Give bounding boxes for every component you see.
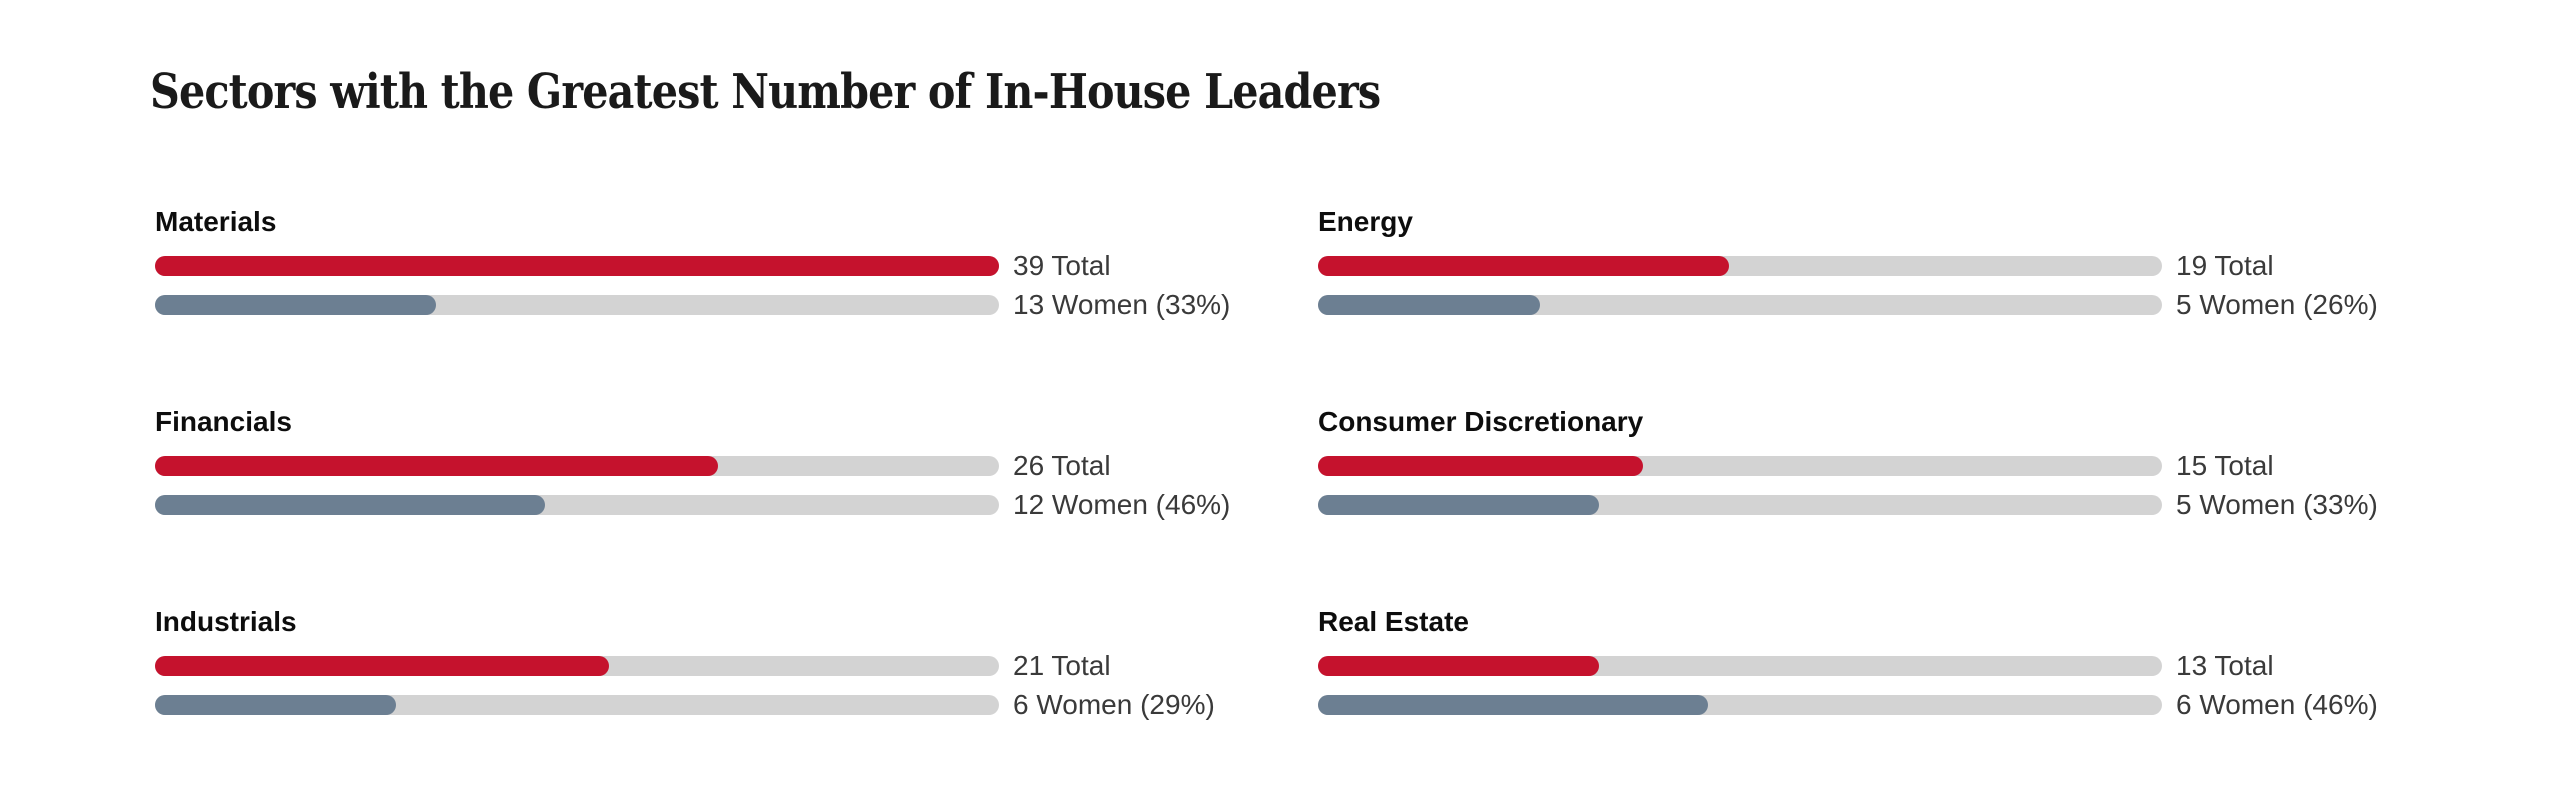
sector-name: Real Estate xyxy=(1318,606,1469,637)
total-bar-track xyxy=(155,656,999,676)
total-value-label: 19 Total xyxy=(2176,250,2274,281)
total-value-label: 26 Total xyxy=(1013,450,1111,481)
sector-name: Financials xyxy=(155,406,292,437)
sector-real-estate: Real Estate 13 Total 6 Women (46%) xyxy=(1318,605,2481,800)
women-bar-row: 5 Women (33%) xyxy=(1318,491,2481,519)
women-value-label: 5 Women (26%) xyxy=(2176,289,2378,320)
sector-financials: Financials 26 Total 12 Women (46%) xyxy=(155,405,1318,605)
women-bar-row: 12 Women (46%) xyxy=(155,491,1318,519)
women-bar-fill xyxy=(155,695,397,715)
women-bar-track xyxy=(1318,295,2162,315)
sector-name: Materials xyxy=(155,206,277,237)
total-value-label: 15 Total xyxy=(2176,450,2274,481)
total-bar-fill xyxy=(155,456,718,476)
women-bar-row: 13 Women (33%) xyxy=(155,291,1318,319)
total-bar-track xyxy=(155,256,999,276)
women-bar-row: 6 Women (29%) xyxy=(155,691,1318,719)
women-value-label: 5 Women (33%) xyxy=(2176,489,2378,520)
total-bar-track xyxy=(1318,456,2162,476)
women-bar-track xyxy=(155,495,999,515)
women-bar-fill xyxy=(155,295,437,315)
women-bar-row: 6 Women (46%) xyxy=(1318,691,2481,719)
women-bar-track xyxy=(155,295,999,315)
total-bar-track xyxy=(1318,256,2162,276)
chart-title: Sectors with the Greatest Number of In-H… xyxy=(150,64,1381,120)
women-bar-track xyxy=(1318,695,2162,715)
women-bar-fill xyxy=(1318,295,1541,315)
total-bar-row: 19 Total xyxy=(1318,252,2481,280)
women-value-label: 13 Women (33%) xyxy=(1013,289,1231,320)
total-bar-fill xyxy=(155,656,610,676)
total-bar-fill xyxy=(1318,656,1600,676)
sector-consumer-discretionary: Consumer Discretionary 15 Total 5 Women … xyxy=(1318,405,2481,605)
women-bar-fill xyxy=(1318,695,1708,715)
total-bar-fill xyxy=(155,256,999,276)
sector-industrials: Industrials 21 Total 6 Women (29%) xyxy=(155,605,1318,800)
total-bar-fill xyxy=(1318,256,1730,276)
women-value-label: 12 Women (46%) xyxy=(1013,489,1231,520)
sector-name: Energy xyxy=(1318,206,1413,237)
sector-name: Industrials xyxy=(155,606,297,637)
total-bar-row: 13 Total xyxy=(1318,652,2481,680)
women-bar-track xyxy=(155,695,999,715)
total-bar-fill xyxy=(1318,456,1643,476)
women-bar-fill xyxy=(1318,495,1600,515)
total-value-label: 21 Total xyxy=(1013,650,1111,681)
total-bar-track xyxy=(1318,656,2162,676)
total-value-label: 39 Total xyxy=(1013,250,1111,281)
total-bar-row: 39 Total xyxy=(155,252,1318,280)
sector-materials: Materials 39 Total 13 Women (33%) xyxy=(155,205,1318,405)
total-value-label: 13 Total xyxy=(2176,650,2274,681)
sector-energy: Energy 19 Total 5 Women (26%) xyxy=(1318,205,2481,405)
sector-name: Consumer Discretionary xyxy=(1318,406,1644,437)
women-bar-fill xyxy=(155,495,545,515)
total-bar-row: 15 Total xyxy=(1318,452,2481,480)
women-value-label: 6 Women (29%) xyxy=(1013,689,1215,720)
women-bar-row: 5 Women (26%) xyxy=(1318,291,2481,319)
women-bar-track xyxy=(1318,495,2162,515)
total-bar-row: 26 Total xyxy=(155,452,1318,480)
total-bar-track xyxy=(155,456,999,476)
total-bar-row: 21 Total xyxy=(155,652,1318,680)
women-value-label: 6 Women (46%) xyxy=(2176,689,2378,720)
sector-grid: Materials 39 Total 13 Women (33%) Energy xyxy=(155,205,2481,800)
